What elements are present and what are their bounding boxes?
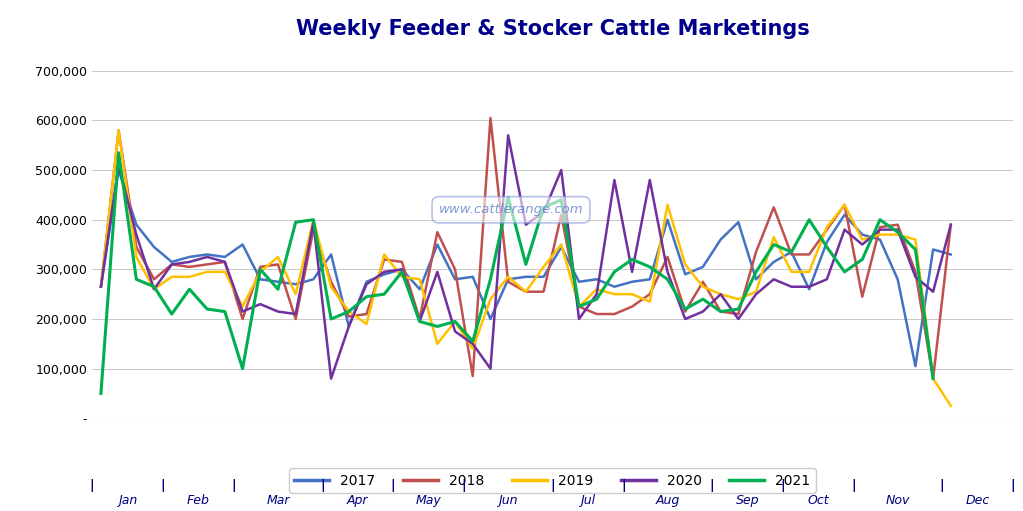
Text: |: |	[161, 479, 165, 492]
Text: |: |	[851, 479, 855, 492]
Text: Mar: Mar	[266, 494, 290, 507]
Text: |: |	[781, 479, 785, 492]
Text: |: |	[90, 479, 94, 492]
Text: Oct: Oct	[807, 494, 829, 507]
Text: Jun: Jun	[498, 494, 518, 507]
Text: |: |	[320, 479, 324, 492]
Legend: 2017, 2018, 2019, 2020, 2021: 2017, 2018, 2019, 2020, 2021	[288, 468, 816, 493]
Text: |: |	[710, 479, 714, 492]
Text: Dec: Dec	[966, 494, 989, 507]
Text: Sep: Sep	[736, 494, 759, 507]
Text: Aug: Aug	[656, 494, 679, 507]
Text: May: May	[415, 494, 441, 507]
Text: |: |	[461, 479, 466, 492]
Text: Apr: Apr	[347, 494, 368, 507]
Text: |: |	[940, 479, 944, 492]
Text: |: |	[1011, 479, 1015, 492]
Text: www.cattlerange.com: www.cattlerange.com	[439, 203, 583, 216]
Text: |: |	[391, 479, 395, 492]
Text: Nov: Nov	[886, 494, 909, 507]
Text: |: |	[621, 479, 625, 492]
Text: Feb: Feb	[187, 494, 210, 507]
Text: Jan: Jan	[118, 494, 137, 507]
Text: Jul: Jul	[580, 494, 595, 507]
Text: |: |	[231, 479, 236, 492]
Text: |: |	[550, 479, 554, 492]
Title: Weekly Feeder & Stocker Cattle Marketings: Weekly Feeder & Stocker Cattle Marketing…	[296, 19, 809, 39]
